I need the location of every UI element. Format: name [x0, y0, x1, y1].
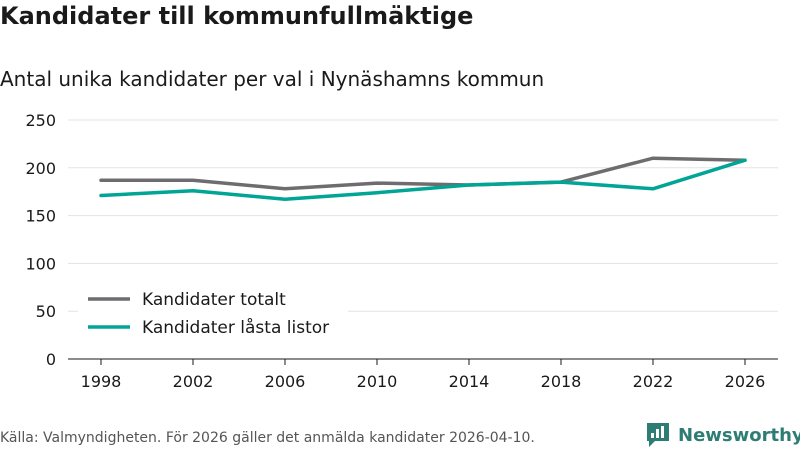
legend-label-2: Kandidater låsta listor	[142, 317, 329, 338]
chart-title: Kandidater till kommunfullmäktige	[0, 2, 474, 30]
newsworthy-logo-icon	[647, 423, 669, 447]
series-line-1	[99, 156, 747, 191]
brand-name: Newsworthy	[678, 424, 800, 446]
x-tick-label: 2002	[173, 372, 214, 391]
y-tick-label: 150	[25, 207, 56, 226]
x-tick-label: 2026	[725, 372, 766, 391]
y-tick-label: 200	[25, 159, 56, 178]
y-tick-label: 250	[25, 111, 56, 130]
x-tick-label: 2022	[633, 372, 674, 391]
legend-box	[78, 284, 348, 342]
x-tick-label: 1998	[81, 372, 122, 391]
y-tick-label: 0	[46, 350, 56, 369]
legend-label-1: Kandidater totalt	[142, 290, 286, 310]
y-tick-label: 50	[36, 302, 56, 321]
chart-subtitle: Antal unika kandidater per val i Nynäsha…	[0, 67, 545, 91]
y-tick-label: 100	[25, 254, 56, 273]
x-tick-label: 2018	[541, 372, 582, 391]
x-tick-label: 2010	[357, 372, 398, 391]
x-tick-label: 2014	[449, 372, 490, 391]
series-line-2	[99, 158, 747, 202]
x-tick-label: 2006	[265, 372, 306, 391]
source-note: Källa: Valmyndigheten. För 2026 gäller d…	[0, 430, 535, 446]
brand-logo: Newsworthy	[645, 421, 800, 449]
